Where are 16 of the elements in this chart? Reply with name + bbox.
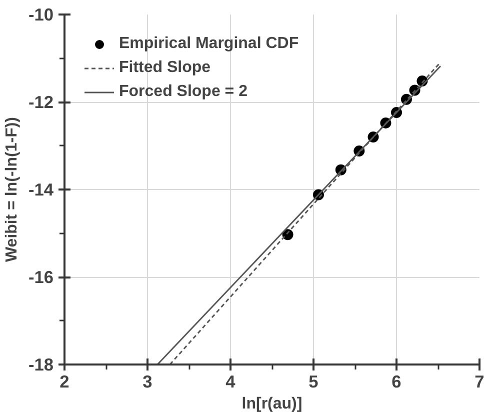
x-axis-title: ln[r(au)]	[242, 396, 302, 412]
legend-label: Forced Slope = 2	[119, 83, 248, 101]
x-tick-label: 6	[392, 372, 402, 392]
x-tick-label: 2	[60, 372, 70, 392]
x-tick-label: 4	[226, 372, 236, 392]
legend-label: Empirical Marginal CDF	[119, 35, 299, 53]
y-tick-label: -10	[28, 4, 54, 24]
x-tick-label: 3	[142, 372, 153, 392]
x-tick-label: 5	[308, 372, 319, 392]
y-axis-title: Weibit = ln(-ln(1-F))	[3, 116, 20, 262]
y-tick-label: -16	[28, 267, 54, 287]
y-tick-label: -12	[28, 92, 54, 112]
legend-label: Fitted Slope	[119, 59, 211, 77]
y-tick-label: -14	[28, 180, 54, 200]
x-tick-label: 7	[474, 372, 484, 392]
y-tick-label: -18	[28, 354, 54, 374]
